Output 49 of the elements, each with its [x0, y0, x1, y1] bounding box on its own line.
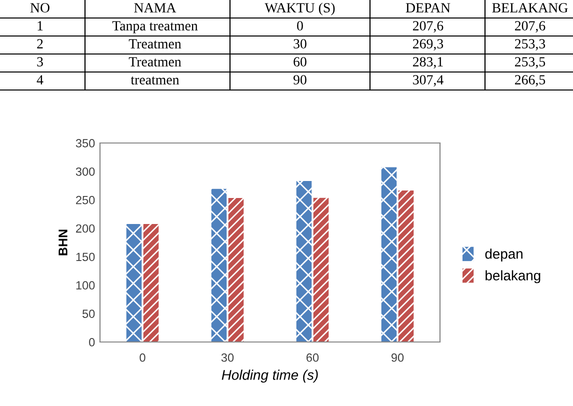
text: 3	[37, 57, 43, 66]
text: 269,3	[412, 39, 444, 50]
bar	[211, 188, 227, 342]
y-tick-label: 150	[76, 252, 95, 262]
text: 30	[294, 39, 306, 48]
text: Tanpa treatmen	[112, 21, 198, 34]
x-tick-label: 60	[306, 353, 319, 362]
text: Treatmen	[128, 57, 182, 66]
bar	[381, 167, 397, 342]
bar	[398, 190, 414, 342]
y-tick-label: 350	[76, 139, 95, 148]
text: DEPAN	[406, 3, 450, 12]
bar	[228, 198, 244, 342]
y-tick-label: 200	[76, 224, 95, 233]
bar	[296, 181, 312, 342]
text: BELAKANG	[492, 3, 568, 12]
text: 60	[294, 57, 306, 66]
text: 1	[38, 21, 43, 30]
text: treatmen	[130, 76, 180, 84]
text: 253,5	[514, 57, 546, 68]
y-tick-label: 0	[89, 338, 95, 346]
legend-label: depan	[485, 248, 522, 262]
text: 4	[36, 75, 44, 84]
text: 207,6	[412, 21, 444, 32]
text: Treatmen	[128, 39, 182, 48]
text: 307,4	[413, 75, 444, 86]
text: 2	[37, 39, 43, 48]
y-tick-label: 250	[76, 196, 95, 204]
text: NO	[30, 3, 50, 12]
y-tick-label: 50	[82, 310, 95, 318]
text: 207,6	[514, 21, 546, 32]
y-tick-label: 300	[76, 167, 95, 176]
text: WAKTU (S)	[264, 2, 335, 16]
text: 0	[297, 21, 303, 30]
text: 253,3	[514, 39, 546, 50]
bar	[313, 198, 329, 342]
bar	[126, 224, 142, 342]
x-tick-label: 90	[391, 353, 404, 362]
text: 283,1	[412, 57, 443, 68]
text: 266,5	[514, 75, 546, 86]
text: NAMA	[134, 3, 176, 12]
x-tick-label: 30	[221, 353, 234, 362]
y-axis-title: BHN	[58, 230, 68, 256]
bar	[143, 224, 159, 342]
x-tick-label: 0	[140, 353, 146, 362]
x-axis-title: Holding time (s)	[222, 370, 318, 383]
legend-label: belakang	[486, 270, 540, 284]
text: 90	[294, 75, 306, 84]
y-tick-label: 100	[76, 281, 95, 290]
